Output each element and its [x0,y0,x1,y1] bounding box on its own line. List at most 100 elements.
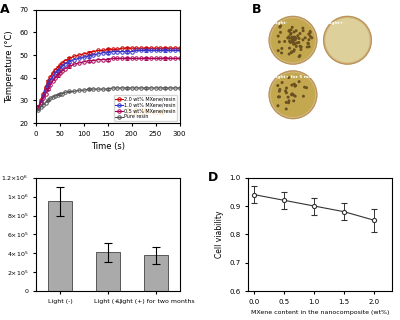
Circle shape [288,100,290,102]
2.0 wt% MXene/resin [77,53,82,57]
0.5 wt% MXene/resin [60,69,65,73]
Pure resin [105,87,110,91]
Circle shape [294,37,296,38]
Circle shape [291,94,292,96]
Circle shape [291,84,293,86]
0.5 wt% MXene/resin [41,96,46,100]
Pure resin [158,86,163,90]
0.5 wt% MXene/resin [172,57,177,60]
Circle shape [299,55,301,56]
1.0 wt% MXene/resin [168,49,172,52]
0.5 wt% MXene/resin [144,57,148,60]
Circle shape [296,42,298,44]
Circle shape [292,40,293,42]
Circle shape [281,48,283,49]
2.0 wt% MXene/resin [172,46,177,50]
1.0 wt% MXene/resin [139,49,144,52]
Pure resin [86,87,91,91]
Pure resin [58,92,62,96]
Pure resin [172,86,177,90]
0.5 wt% MXene/resin [129,57,134,60]
Circle shape [324,16,371,64]
0.5 wt% MXene/resin [120,57,124,60]
Circle shape [294,83,295,85]
1.0 wt% MXene/resin [120,50,124,53]
Text: Light+: Light+ [328,20,344,25]
Circle shape [288,36,290,38]
Pure resin [120,86,124,90]
Circle shape [293,94,294,96]
Circle shape [278,50,279,52]
Text: B: B [252,3,262,16]
2.0 wt% MXene/resin [148,46,153,50]
Line: 0.5 wt% MXene/resin: 0.5 wt% MXene/resin [37,57,181,109]
Circle shape [291,38,292,39]
Circle shape [293,43,295,44]
Circle shape [290,42,291,43]
Pure resin [53,94,58,98]
Circle shape [293,100,294,102]
Circle shape [290,33,292,34]
Circle shape [298,81,300,83]
Pure resin [60,92,65,96]
Pure resin [100,87,105,91]
1.0 wt% MXene/resin [158,49,163,52]
Circle shape [281,82,283,83]
2.0 wt% MXene/resin [86,51,91,55]
1.0 wt% MXene/resin [148,49,153,52]
2.0 wt% MXene/resin [38,99,43,102]
Circle shape [308,33,310,35]
0.5 wt% MXene/resin [48,83,53,86]
Circle shape [284,41,286,42]
0.5 wt% MXene/resin [77,61,82,65]
Circle shape [272,19,314,62]
1.0 wt% MXene/resin [53,71,58,75]
Circle shape [279,96,280,98]
1.0 wt% MXene/resin [177,49,182,52]
2.0 wt% MXene/resin [115,47,120,51]
2.0 wt% MXene/resin [82,52,86,56]
Y-axis label: Cell viability: Cell viability [215,211,224,258]
Circle shape [279,26,281,28]
0.5 wt% MXene/resin [38,101,43,105]
1.0 wt% MXene/resin [36,105,41,109]
Circle shape [278,35,279,37]
1.0 wt% MXene/resin [62,62,67,66]
Circle shape [308,43,309,44]
Text: D: D [208,171,218,184]
Circle shape [290,52,292,53]
Circle shape [292,38,294,40]
Circle shape [288,30,290,32]
0.5 wt% MXene/resin [82,60,86,64]
0.5 wt% MXene/resin [43,92,48,96]
0.5 wt% MXene/resin [91,59,96,63]
Circle shape [281,52,282,54]
2.0 wt% MXene/resin [124,46,129,50]
Circle shape [280,25,281,27]
X-axis label: Time (s): Time (s) [91,142,125,151]
Circle shape [294,36,295,38]
Circle shape [310,36,311,37]
0.5 wt% MXene/resin [153,57,158,60]
0.5 wt% MXene/resin [100,58,105,61]
2.0 wt% MXene/resin [46,79,50,83]
Pure resin [41,103,46,107]
Pure resin [153,86,158,90]
Line: Pure resin: Pure resin [37,86,181,111]
0.5 wt% MXene/resin [67,64,72,68]
2.0 wt% MXene/resin [158,46,163,50]
Pure resin [55,93,60,97]
1.0 wt% MXene/resin [163,49,168,52]
Circle shape [294,95,296,97]
Circle shape [287,37,288,39]
Circle shape [293,51,294,52]
0.5 wt% MXene/resin [158,57,163,60]
1.0 wt% MXene/resin [67,60,72,64]
0.5 wt% MXene/resin [110,57,115,60]
Circle shape [326,19,369,62]
2.0 wt% MXene/resin [110,47,115,51]
Pure resin [134,86,139,90]
Circle shape [308,46,310,48]
Circle shape [294,39,296,41]
0.5 wt% MXene/resin [124,57,129,60]
